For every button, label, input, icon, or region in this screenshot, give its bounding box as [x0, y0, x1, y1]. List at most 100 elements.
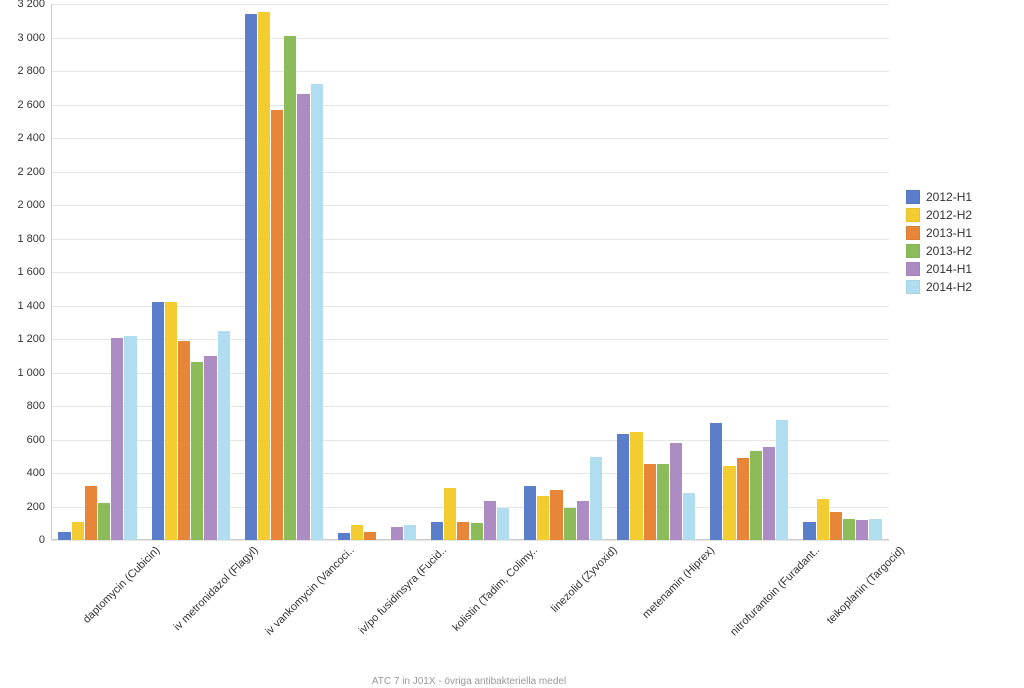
grid-line — [51, 172, 889, 173]
bar — [351, 525, 363, 540]
legend-swatch — [906, 280, 920, 294]
legend-swatch — [906, 226, 920, 240]
bar — [710, 423, 722, 540]
x-tick-label: iv metronidazol (Flagyl) — [167, 540, 260, 633]
y-tick-label: 0 — [39, 534, 51, 546]
plot-area: 02004006008001 0001 2001 4001 6001 8002 … — [50, 4, 889, 541]
bar — [58, 532, 70, 540]
y-tick-label: 1 400 — [17, 300, 51, 312]
bar — [271, 110, 283, 540]
grid-line — [51, 71, 889, 72]
bar — [737, 458, 749, 540]
bar — [564, 508, 576, 540]
bar — [152, 302, 164, 540]
legend: 2012-H1 2012-H2 2013-H1 2013-H2 2014-H1 2014-… — [906, 190, 972, 298]
legend-item: 2014-H2 — [906, 280, 972, 294]
bar — [590, 457, 602, 540]
chart-stage: 02004006008001 0001 2001 4001 6001 8002 … — [0, 0, 1024, 688]
y-tick-label: 3 000 — [17, 32, 51, 44]
x-tick-label: nitrofurantoin (Furadant.. — [724, 540, 822, 638]
bar — [537, 496, 549, 540]
y-tick-label: 1 600 — [17, 266, 51, 278]
bar — [191, 362, 203, 540]
bar — [404, 525, 416, 540]
legend-item: 2012-H1 — [906, 190, 972, 204]
x-tick-label: linezolid (Zyvoxid) — [545, 540, 620, 615]
legend-swatch — [906, 208, 920, 222]
bar — [657, 464, 669, 540]
bar — [311, 84, 323, 540]
bar — [124, 336, 136, 540]
y-tick-label: 2 000 — [17, 199, 51, 211]
y-tick-label: 200 — [27, 501, 51, 513]
bar — [444, 488, 456, 540]
bar — [617, 434, 629, 540]
bar — [683, 493, 695, 540]
y-axis-line — [51, 4, 52, 540]
x-axis-title: ATC 7 in J01X - övriga antibakteriella m… — [50, 676, 888, 687]
grid-line — [51, 138, 889, 139]
legend-label: 2014-H1 — [926, 262, 972, 276]
bar — [165, 302, 177, 540]
grid-line — [51, 205, 889, 206]
y-tick-label: 1 200 — [17, 333, 51, 345]
legend-label: 2012-H1 — [926, 190, 972, 204]
y-tick-label: 1 000 — [17, 367, 51, 379]
bar — [284, 36, 296, 540]
legend-item: 2013-H2 — [906, 244, 972, 258]
legend-item: 2014-H1 — [906, 262, 972, 276]
x-tick-label: teikoplanin (Targocid) — [821, 540, 908, 627]
grid-line — [51, 239, 889, 240]
legend-label: 2014-H2 — [926, 280, 972, 294]
bar — [471, 523, 483, 540]
y-tick-label: 2 800 — [17, 65, 51, 77]
bar — [204, 356, 216, 540]
legend-item: 2012-H2 — [906, 208, 972, 222]
y-tick-label: 3 200 — [17, 0, 51, 10]
x-tick-label: iv/po fusidinsyra (Fucid.. — [352, 540, 449, 637]
legend-swatch — [906, 244, 920, 258]
bar — [218, 331, 230, 540]
bar — [763, 447, 775, 540]
legend-label: 2013-H2 — [926, 244, 972, 258]
bar — [457, 522, 469, 540]
bar — [484, 501, 496, 540]
bar — [869, 519, 881, 540]
bar — [830, 512, 842, 540]
grid-line — [51, 105, 889, 106]
bar — [258, 12, 270, 540]
legend-swatch — [906, 190, 920, 204]
bar — [524, 486, 536, 540]
y-tick-label: 2 200 — [17, 166, 51, 178]
bar — [776, 420, 788, 540]
bar — [577, 501, 589, 540]
y-tick-label: 2 400 — [17, 132, 51, 144]
legend-swatch — [906, 262, 920, 276]
x-tick-label: iv vankomycin (Vancoci.. — [259, 540, 357, 638]
bar — [670, 443, 682, 540]
bar — [178, 341, 190, 540]
bar — [630, 432, 642, 540]
bar — [750, 451, 762, 540]
x-tick-label: kolistin (Tadim, Colimy.. — [446, 540, 540, 634]
bar — [856, 520, 868, 540]
legend-label: 2013-H1 — [926, 226, 972, 240]
bar — [843, 519, 855, 540]
bar — [723, 466, 735, 540]
x-tick-label: daptomycin (Cubicin) — [76, 540, 162, 626]
legend-label: 2012-H2 — [926, 208, 972, 222]
bar — [111, 338, 123, 540]
bar — [72, 522, 84, 540]
bar — [644, 464, 656, 540]
y-tick-label: 1 800 — [17, 233, 51, 245]
x-tick-label: metenamin (Hiprex) — [636, 540, 717, 621]
bar — [245, 14, 257, 540]
bar — [338, 533, 350, 540]
bar — [98, 503, 110, 540]
y-tick-label: 400 — [27, 467, 51, 479]
bar — [391, 527, 403, 540]
y-tick-label: 2 600 — [17, 99, 51, 111]
legend-item: 2013-H1 — [906, 226, 972, 240]
bar — [817, 499, 829, 540]
y-tick-label: 800 — [27, 400, 51, 412]
